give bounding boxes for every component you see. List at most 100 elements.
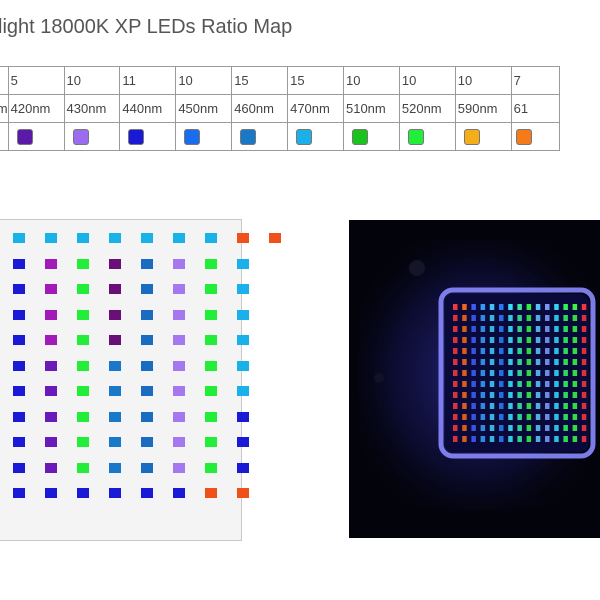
- ratio-cell: 15: [231, 66, 289, 95]
- photo-led-dot: [526, 370, 532, 376]
- photo-led-dot: [508, 304, 513, 310]
- swatch-cell: [231, 122, 289, 151]
- photo-led-dot: [462, 414, 467, 420]
- photo-led-dot: [462, 304, 467, 310]
- photo-led-dot: [499, 315, 504, 321]
- wavelength-cell: 470nm: [287, 94, 344, 123]
- photo-led-dot: [453, 370, 458, 376]
- led-cell: [173, 360, 185, 371]
- photo-led-dot: [462, 326, 467, 332]
- photo-led-dot: [572, 370, 578, 376]
- photo-led-dot: [563, 414, 568, 420]
- swatch-cell: [0, 122, 9, 151]
- led-cell: [173, 335, 185, 345]
- led-cell: [13, 360, 25, 371]
- color-swatch: [463, 128, 480, 145]
- led-ratio-map: [0, 219, 281, 541]
- photo-led-dot: [462, 425, 467, 431]
- photo-led-dot: [554, 315, 559, 321]
- photo-led-dot: [563, 392, 568, 398]
- led-cell: [45, 462, 57, 473]
- photo-led-dot: [563, 370, 568, 376]
- photo-led-dot: [480, 414, 486, 420]
- photo-led-dot: [581, 403, 587, 409]
- photo-led-dot: [581, 425, 587, 431]
- led-cell: [13, 233, 25, 243]
- photo-led-dot: [535, 425, 541, 431]
- photo-led-dot: [526, 425, 532, 431]
- ratio-cell: 10: [175, 66, 233, 95]
- led-cell: [109, 335, 121, 345]
- led-photo-image: [349, 220, 600, 538]
- photo-led-dot: [499, 381, 504, 387]
- led-cell: [77, 386, 89, 396]
- led-cell: [173, 488, 185, 498]
- photo-led-dot: [489, 436, 495, 442]
- led-cell: [141, 411, 153, 422]
- photo-led-dot: [471, 337, 476, 343]
- photo-led-dot: [508, 436, 513, 442]
- led-cell: [109, 360, 121, 371]
- led-cell: [109, 284, 121, 294]
- photo-led-dot: [489, 359, 495, 365]
- photo-led-dot: [471, 348, 476, 354]
- led-cell: [141, 462, 153, 473]
- photo-led-dot: [581, 370, 587, 376]
- photo-led-dot: [499, 403, 504, 409]
- photo-led-dot: [489, 403, 495, 409]
- wavelength-cell: 460nm: [231, 94, 289, 123]
- photo-led-dot: [489, 337, 495, 343]
- photo-led-dot: [572, 425, 578, 431]
- photo-led-dot: [499, 326, 504, 332]
- led-cell: [13, 411, 25, 422]
- led-cell: [205, 233, 217, 243]
- led-cell: [45, 386, 57, 396]
- photo-led-dot: [554, 348, 559, 354]
- photo-led-dot: [581, 392, 587, 398]
- photo-led-dot: [572, 403, 578, 409]
- photo-led-dot: [581, 337, 587, 343]
- led-cell: [109, 437, 121, 447]
- photo-led-dot: [471, 381, 476, 387]
- led-cell: [173, 437, 185, 447]
- photo-led-dot: [508, 315, 513, 321]
- photo-led-dot: [508, 370, 513, 376]
- led-cell: [141, 309, 153, 320]
- photo-led-dot: [545, 392, 550, 398]
- photo-led-dot: [572, 436, 578, 442]
- led-cell: [141, 284, 153, 294]
- photo-led-dot: [526, 359, 532, 365]
- photo-led-dot: [480, 381, 486, 387]
- color-swatch: [128, 128, 145, 145]
- led-cell: [205, 309, 217, 320]
- photo-led-dot: [499, 359, 504, 365]
- photo-led-dot: [535, 315, 541, 321]
- photo-led-dot: [563, 381, 568, 387]
- photo-led-dot: [489, 381, 495, 387]
- led-cell: [205, 437, 217, 447]
- photo-led-dot: [462, 370, 467, 376]
- photo-led-dot: [563, 348, 568, 354]
- led-cell: [109, 309, 121, 320]
- photo-led-dot: [508, 337, 513, 343]
- photo-led-dot: [489, 414, 495, 420]
- led-cell: [205, 284, 217, 294]
- led-cell: [45, 488, 57, 498]
- photo-led-dot: [572, 359, 578, 365]
- led-cell: [205, 411, 217, 422]
- photo-led-dot: [526, 337, 532, 343]
- led-cell: [45, 335, 57, 345]
- photo-led-dot: [517, 337, 522, 343]
- ratio-cell: 10: [63, 66, 121, 95]
- photo-led-dot: [453, 381, 458, 387]
- photo-led-dot: [471, 359, 476, 365]
- led-cell: [109, 488, 121, 498]
- photo-led-dot: [462, 381, 467, 387]
- ratio-cell: [0, 66, 9, 95]
- led-cell: [205, 462, 217, 473]
- photo-led-dot: [572, 381, 578, 387]
- led-cell: [141, 335, 153, 345]
- led-cell: [205, 360, 217, 371]
- led-cell: [173, 284, 185, 294]
- wavelength-cell: 510nm: [342, 94, 400, 123]
